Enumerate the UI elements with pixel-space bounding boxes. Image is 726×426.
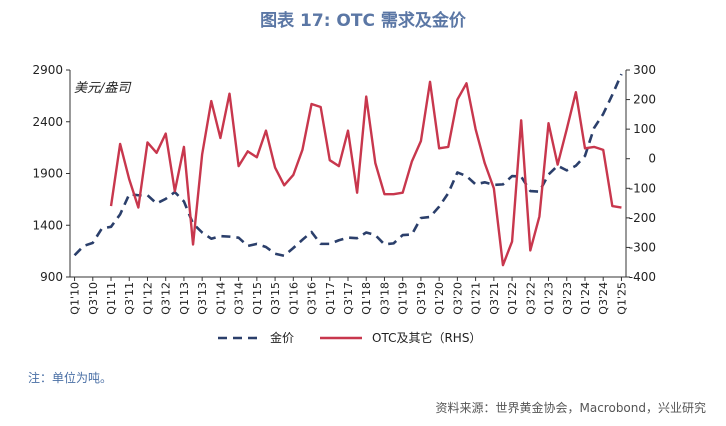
y-tick-label: 1900	[32, 167, 63, 181]
x-tick-label: Q3'19	[415, 282, 428, 315]
x-tick-label: Q1'25	[615, 282, 628, 315]
x-tick-label: Q3'15	[269, 282, 282, 315]
x-tick-label: Q1'19	[397, 282, 410, 315]
x-tick-label: Q1'15	[251, 282, 264, 315]
x-tick-label: Q3'18	[378, 282, 391, 315]
y-axis-label: 美元/盎司	[74, 81, 132, 96]
legend-label: OTC及其它（RHS）	[372, 330, 481, 345]
x-tick-label: Q1'14	[214, 282, 227, 315]
x-tick-label: Q1'13	[178, 282, 191, 315]
y-tick-label: 2400	[32, 115, 63, 129]
x-tick-label: Q3'13	[196, 282, 209, 315]
series-line	[73, 73, 623, 258]
x-tick-label: Q3'17	[342, 282, 355, 315]
source: 资料来源：世界黄金协会，Macrobond，兴业研究	[436, 400, 707, 415]
y2-tick-label: -100	[629, 181, 656, 195]
series-line	[109, 80, 622, 267]
x-tick-label: Q3'23	[561, 282, 574, 315]
x-tick-label: Q1'23	[543, 282, 556, 315]
y2-tick-label: 300	[633, 63, 656, 77]
x-tick-label: Q3'11	[123, 282, 136, 315]
x-tick-label: Q1'22	[506, 282, 519, 315]
x-tick-label: Q1'18	[360, 282, 373, 315]
x-tick-label: Q3'20	[451, 282, 464, 315]
note: 注：单位为吨。	[28, 370, 112, 385]
x-tick-label: Q1'10	[69, 282, 82, 315]
x-tick-label: Q1'16	[287, 282, 300, 315]
x-tick-label: Q1'24	[579, 282, 592, 315]
x-tick-label: Q3'21	[488, 282, 501, 315]
y2-tick-label: 100	[633, 122, 656, 136]
y2-tick-label: -400	[629, 270, 656, 284]
y-tick-label: 1400	[32, 218, 63, 232]
x-tick-label: Q1'21	[470, 282, 483, 315]
y2-tick-label: 200	[633, 93, 656, 107]
x-tick-label: Q1'17	[324, 282, 337, 315]
x-tick-label: Q3'16	[306, 282, 319, 315]
x-tick-label: Q3'22	[524, 282, 537, 315]
y2-tick-label: -200	[629, 211, 656, 225]
y2-tick-label: -300	[629, 240, 656, 254]
x-tick-label: Q1'20	[433, 282, 446, 315]
legend-label: 金价	[270, 330, 294, 345]
y-tick-label: 2900	[32, 63, 63, 77]
x-tick-label: Q3'24	[597, 282, 610, 315]
x-tick-label: Q1'11	[105, 282, 118, 315]
y-tick-label: 900	[40, 270, 63, 284]
y2-tick-label: 0	[648, 152, 656, 166]
x-tick-label: Q1'12	[141, 282, 154, 315]
x-tick-label: Q3'14	[233, 282, 246, 315]
x-tick-label: Q3'12	[160, 282, 173, 315]
x-tick-label: Q3'10	[87, 282, 100, 315]
chart-title: 图表 17: OTC 需求及金价	[260, 10, 467, 31]
